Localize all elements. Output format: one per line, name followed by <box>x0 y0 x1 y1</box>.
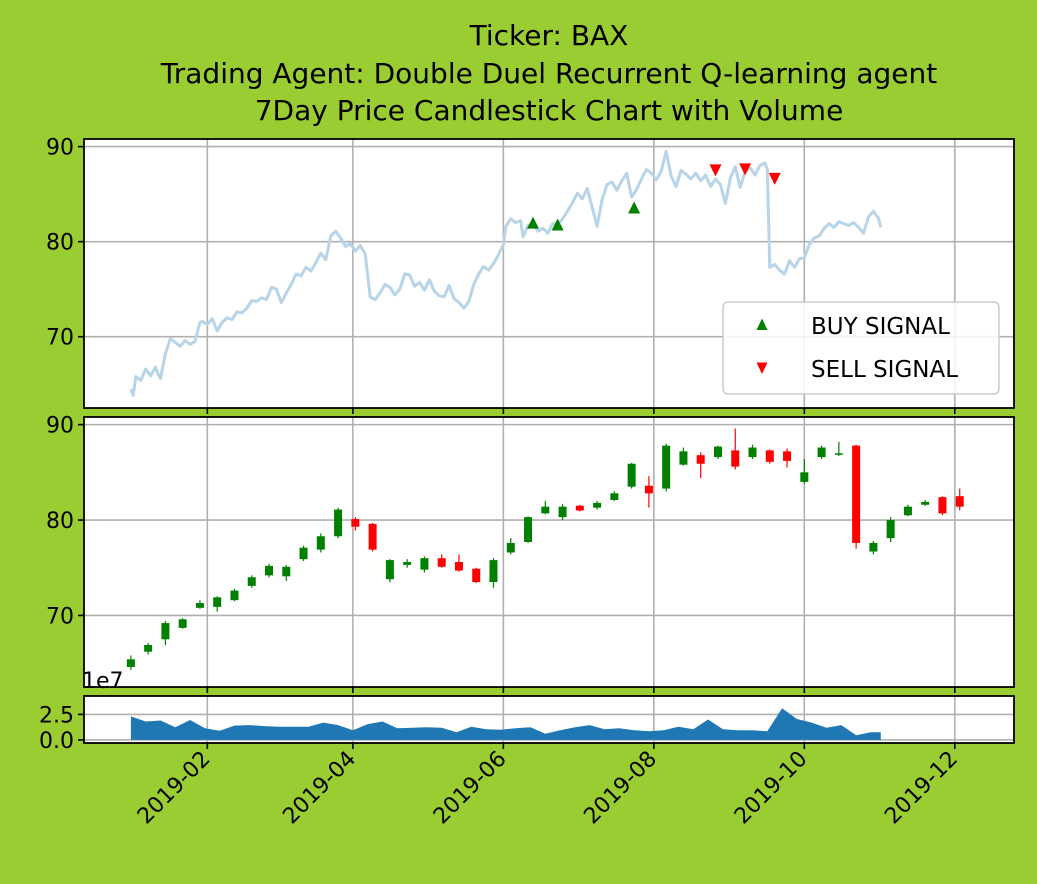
candle-body-19 <box>437 558 446 567</box>
candlesticks <box>126 428 964 670</box>
candle-body-25 <box>541 506 550 514</box>
volume-offset-label: 1e7 <box>82 669 124 694</box>
chart-title-line-1: Ticker: BAX <box>469 19 629 52</box>
price-ytick-label-70: 70 <box>46 326 74 351</box>
candle-body-4 <box>178 619 187 628</box>
volume-area-layer <box>130 708 881 740</box>
candle-body-28 <box>593 502 602 508</box>
candle-body-1 <box>126 659 135 667</box>
candle-body-21 <box>472 568 481 583</box>
legend-sell-marker <box>756 362 768 374</box>
legend: BUY SIGNAL SELL SIGNAL <box>722 301 1000 395</box>
price-ytick-label-90: 90 <box>46 136 74 161</box>
candle-body-18 <box>420 558 429 570</box>
candle-body-35 <box>713 446 722 458</box>
candlestick-panel-background <box>84 417 1014 687</box>
candle-body-15 <box>368 523 377 550</box>
sell-signal-marker-2 <box>739 163 752 176</box>
candle-body-5 <box>195 603 204 608</box>
candle-body-17 <box>403 562 412 565</box>
candle-body-39 <box>783 451 792 461</box>
candle-body-45 <box>886 520 895 539</box>
candle-body-36 <box>731 450 740 467</box>
candle-body-6 <box>213 597 222 607</box>
candle-body-49 <box>955 496 964 507</box>
candle-body-40 <box>800 472 809 482</box>
volume-panel: 0.02.5 1e7 <box>39 669 1015 754</box>
volume-area <box>130 708 881 740</box>
volume-ytick-label-0.0: 0.0 <box>39 729 74 754</box>
candle-body-33 <box>679 451 688 465</box>
trade-signal-markers <box>526 163 781 231</box>
buy-signal-marker-3 <box>628 201 641 214</box>
candle-ytick-label-90: 90 <box>46 414 74 439</box>
candle-body-46 <box>903 506 912 516</box>
candle-body-47 <box>921 501 930 505</box>
legend-buy-label: BUY SIGNAL <box>811 314 950 340</box>
candle-body-43 <box>852 445 861 543</box>
price-panel-y-ticks: 70 80 90 <box>46 136 84 351</box>
candle-body-29 <box>610 493 619 501</box>
price-series-line <box>129 149 883 398</box>
candle-body-44 <box>869 542 878 552</box>
candle-body-42 <box>834 453 843 455</box>
candle-ytick-label-80: 80 <box>46 509 74 534</box>
chart-title-line-3: 7Day Price Candlestick Chart with Volume <box>255 94 844 127</box>
candle-body-30 <box>627 463 636 487</box>
candle-body-41 <box>817 447 826 458</box>
sell-signal-marker-1 <box>709 164 722 177</box>
candle-body-8 <box>247 577 256 586</box>
candle-body-3 <box>161 623 170 640</box>
buy-signal-marker-2 <box>551 218 564 231</box>
volume-panel-y-ticks: 0.02.5 <box>39 703 84 754</box>
price-ytick-label-80: 80 <box>46 231 74 256</box>
candle-body-10 <box>282 566 291 577</box>
candle-body-38 <box>765 450 774 462</box>
candle-body-48 <box>938 497 947 514</box>
candle-body-27 <box>575 505 584 511</box>
price-panel-frame <box>83 138 1015 409</box>
candle-body-12 <box>316 536 325 550</box>
candle-body-24 <box>524 517 533 542</box>
price-line-layer <box>129 149 883 398</box>
candle-body-23 <box>506 542 515 553</box>
candlestick-panel-y-ticks: 70 80 90 <box>46 414 84 629</box>
candle-ytick-label-70: 70 <box>46 604 74 629</box>
volume-panel-frame <box>83 695 1015 744</box>
candlestick-panel: 70 80 90 <box>46 414 1015 693</box>
candle-body-26 <box>558 506 567 518</box>
legend-box <box>722 301 1000 395</box>
candle-body-7 <box>230 590 239 601</box>
candle-body-34 <box>696 455 705 464</box>
candle-body-11 <box>299 547 308 560</box>
candle-body-16 <box>385 560 394 580</box>
candle-body-32 <box>662 445 671 489</box>
sell-signal-marker-3 <box>768 172 781 185</box>
candle-body-13 <box>334 509 343 537</box>
volume-ytick-label-2.5: 2.5 <box>39 703 74 728</box>
candle-body-37 <box>748 447 757 458</box>
legend-buy-marker <box>756 318 768 330</box>
legend-sell-label: SELL SIGNAL <box>811 357 958 383</box>
candle-body-22 <box>489 560 498 583</box>
candlestick-panel-frame <box>83 416 1015 688</box>
buy-signal-marker-1 <box>526 216 539 229</box>
chart-title-line-2: Trading Agent: Double Duel Recurrent Q-l… <box>160 57 937 90</box>
candle-body-20 <box>454 562 463 571</box>
candle-body-9 <box>265 565 274 576</box>
price-panel: 70 80 90 BUY SIGNAL SELL SIGNAL <box>46 136 1015 414</box>
candle-body-31 <box>644 485 653 494</box>
candle-body-14 <box>351 519 360 527</box>
candle-body-2 <box>144 645 153 652</box>
